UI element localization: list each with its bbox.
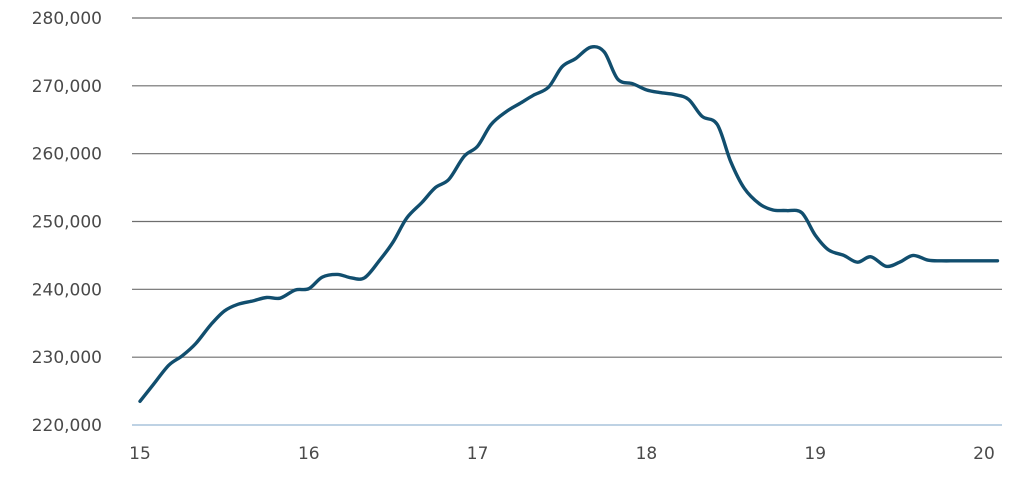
x-tick-label: 18 xyxy=(636,444,658,464)
y-tick-label: 280,000 xyxy=(32,9,102,29)
y-tick-label: 240,000 xyxy=(32,280,102,300)
x-tick-label: 17 xyxy=(467,444,489,464)
grid-lines xyxy=(132,17,1002,426)
x-tick-label: 20 xyxy=(973,444,995,464)
series-line xyxy=(138,44,1000,403)
y-tick-label: 270,000 xyxy=(32,77,102,97)
x-tick-label: 16 xyxy=(298,444,320,464)
y-tick-label: 220,000 xyxy=(32,416,102,436)
y-tick-label: 250,000 xyxy=(32,213,102,233)
y-axis-tick-labels: 220,000 230,000 240,000 250,000 260,000 270,0… xyxy=(32,9,102,436)
y-tick-label: 230,000 xyxy=(32,348,102,368)
x-tick-label: 15 xyxy=(129,444,151,464)
y-tick-label: 260,000 xyxy=(32,145,102,165)
x-axis-tick-labels: 15 16 17 18 19 20 xyxy=(129,444,995,464)
x-tick-label: 19 xyxy=(804,444,826,464)
